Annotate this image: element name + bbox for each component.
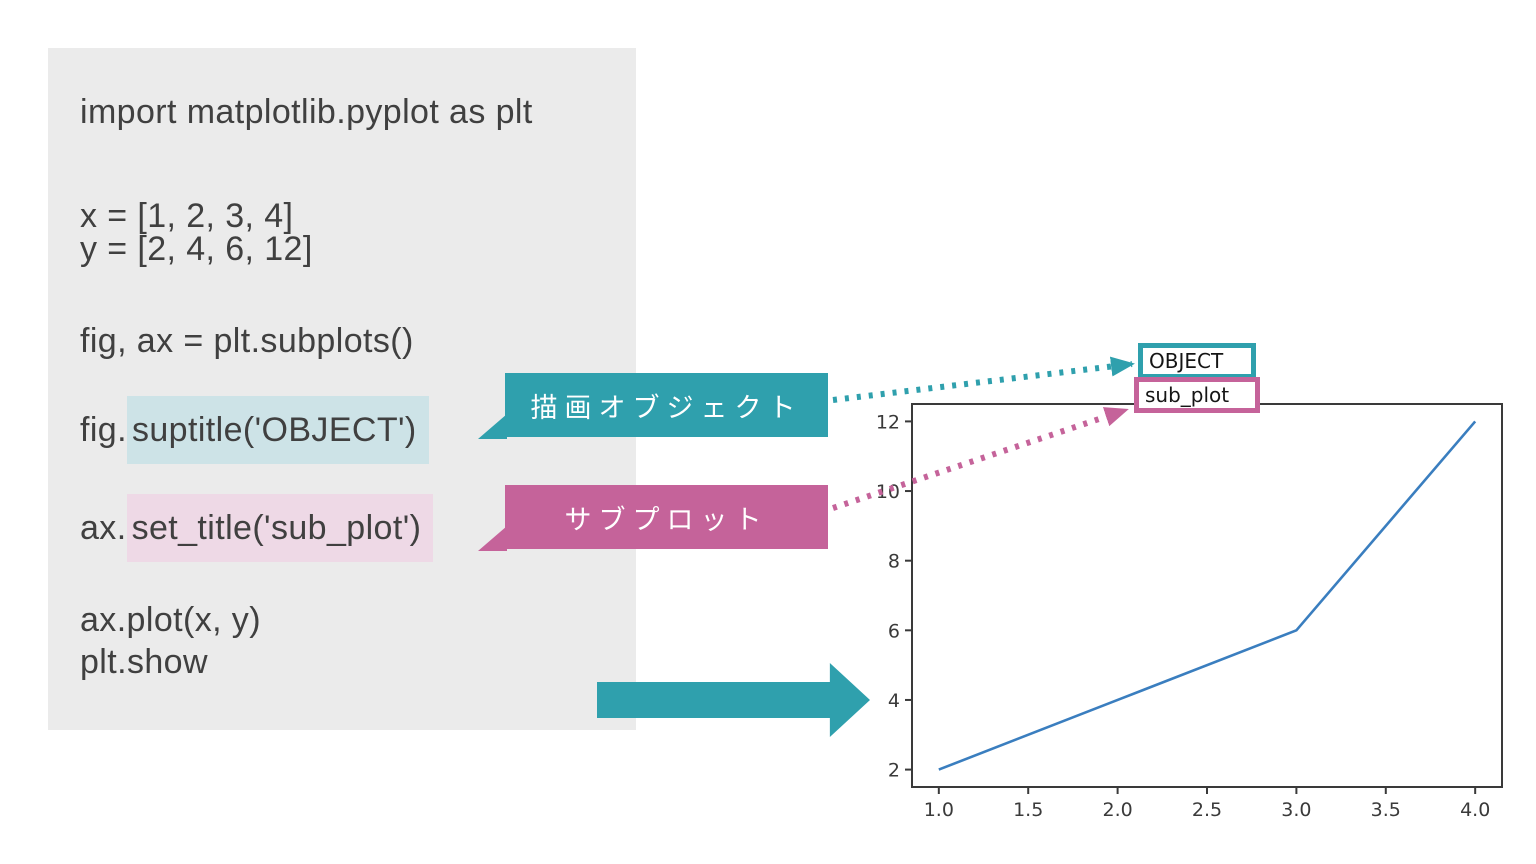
line-chart: 1.0 1.5 2.0 2.5 3.0 3.5 4.0 2 4 6 8 10 12	[876, 403, 1503, 821]
settitle-highlight: set_title('sub_plot')	[126, 494, 434, 562]
svg-text:3.0: 3.0	[1281, 799, 1311, 821]
svg-text:10: 10	[876, 481, 900, 503]
svg-text:6: 6	[888, 620, 900, 642]
callout-figure-object: 描画オブジェクト	[478, 373, 828, 439]
code-line-import: import matplotlib.pyplot as plt	[80, 93, 533, 131]
code-line-x: x = [1, 2, 3, 4]	[80, 197, 294, 235]
suptitle-highlight: suptitle('OBJECT')	[126, 396, 429, 464]
settitle-prefix: ax.	[80, 509, 127, 547]
suptitle-prefix: fig.	[80, 411, 127, 449]
axes-title-box: sub_plot	[1134, 377, 1260, 413]
callout-subplot-label: サブプロット	[564, 504, 769, 535]
callout-figure-label: 描画オブジェクト	[530, 392, 803, 423]
svg-text:3.5: 3.5	[1371, 799, 1401, 821]
svg-text:8: 8	[888, 551, 900, 573]
code-line-subplots: fig, ax = plt.subplots()	[80, 322, 414, 360]
code-line-settitle: ax. set_title('sub_plot')	[80, 494, 434, 562]
svg-text:1.5: 1.5	[1013, 799, 1043, 821]
code-line-plot: ax.plot(x, y)	[80, 601, 261, 639]
svg-text:2: 2	[888, 760, 900, 782]
code-line-suptitle: fig. suptitle('OBJECT')	[80, 396, 429, 464]
svg-text:2.5: 2.5	[1192, 799, 1222, 821]
svg-text:2.0: 2.0	[1102, 799, 1132, 821]
callout-subplot: サブプロット	[478, 485, 828, 551]
svg-text:4.0: 4.0	[1460, 799, 1490, 821]
svg-text:1.0: 1.0	[924, 799, 954, 821]
figure-suptitle-box: OBJECT	[1138, 343, 1256, 379]
code-line-show: plt.show	[80, 643, 208, 681]
svg-text:12: 12	[876, 411, 900, 433]
code-line-y: y = [2, 4, 6, 12]	[80, 230, 313, 268]
svg-text:4: 4	[888, 690, 900, 712]
